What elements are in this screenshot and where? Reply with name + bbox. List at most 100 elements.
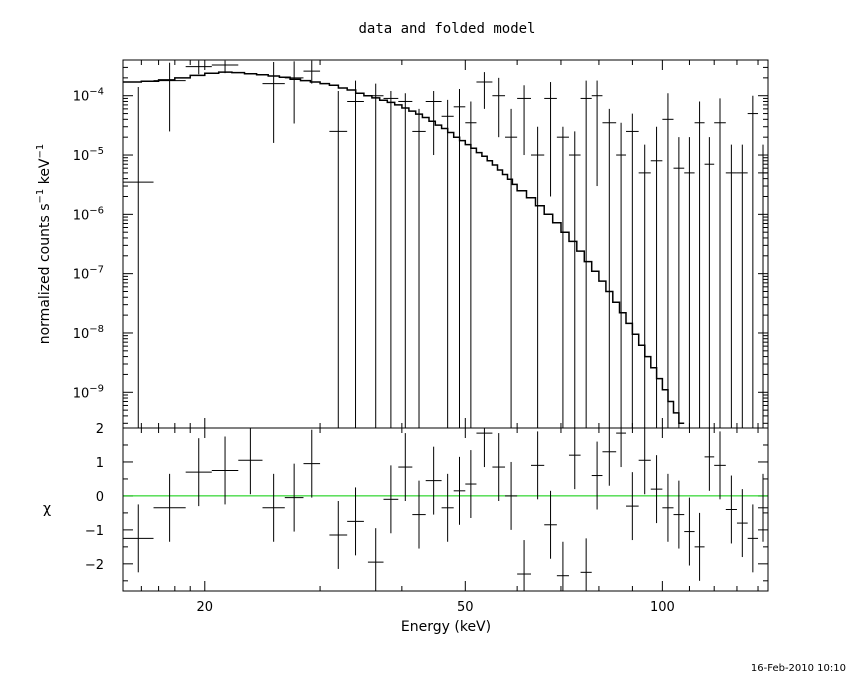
x-tick-labels: 20 50 100 — [197, 600, 675, 615]
y-tick-base: 10 — [73, 268, 90, 283]
residuals-ylabel: χ — [43, 501, 51, 517]
ylabel-exp1: −1 — [35, 189, 46, 204]
y-tick-label: 0 — [96, 490, 104, 505]
y-tick-exponent: −9 — [89, 383, 104, 394]
data-point — [673, 137, 685, 428]
residual-point — [544, 490, 557, 559]
data-point — [412, 108, 426, 428]
data-point — [725, 144, 737, 428]
data-point — [616, 122, 627, 428]
data-point — [347, 80, 364, 428]
data-point — [638, 144, 651, 428]
y-tick-label: 10−5 — [73, 146, 104, 164]
data-point — [185, 60, 212, 75]
y-tick-label: −2 — [85, 558, 104, 573]
residual-point — [153, 473, 186, 542]
residual-point — [367, 528, 384, 591]
data-point — [736, 144, 748, 428]
residual-point — [684, 497, 695, 566]
residual-point — [505, 461, 518, 530]
model-step-line — [123, 71, 685, 425]
data-point — [465, 101, 477, 428]
residual-point — [453, 456, 466, 525]
residuals-data — [123, 428, 768, 591]
residual-point — [694, 512, 705, 581]
data-point — [714, 98, 726, 428]
y-tick-exponent: −6 — [89, 205, 104, 216]
y-tick-exponent: −4 — [89, 87, 104, 98]
y-tick-label: 10−4 — [73, 87, 104, 105]
residual-point — [638, 428, 651, 495]
x-tick-label: 100 — [650, 600, 675, 615]
spectrum-panel: 10−9 10−8 10−7 10−6 10−5 10−4 normalized coun… — [35, 59, 769, 429]
data-point — [650, 126, 663, 428]
residual-point — [185, 438, 212, 507]
model-curve — [123, 71, 685, 425]
spectrum-frame — [122, 59, 769, 429]
data-point — [684, 137, 695, 428]
residual-point — [725, 475, 737, 544]
residual-point — [476, 428, 493, 468]
data-point — [580, 80, 592, 428]
data-point — [492, 77, 506, 138]
residual-point — [602, 428, 617, 486]
y-tick-label: 1 — [96, 456, 104, 471]
data-point — [758, 144, 768, 428]
residual-point — [211, 436, 239, 505]
residual-point — [626, 472, 639, 541]
data-point — [123, 87, 154, 428]
residual-point — [492, 433, 506, 502]
spectrum-ylabel: normalized counts s−1 keV−1 — [35, 144, 53, 345]
residual-point — [747, 504, 759, 573]
data-point — [303, 60, 321, 84]
residual-point — [556, 541, 569, 591]
ylabel-main: normalized counts s — [37, 203, 53, 344]
residual-point — [383, 465, 399, 534]
residual-point — [673, 480, 685, 549]
residual-point — [662, 473, 674, 542]
data-point — [556, 126, 569, 428]
data-point — [662, 93, 674, 428]
data-point — [476, 72, 493, 109]
residual-point — [591, 441, 603, 510]
residual-point — [123, 504, 154, 573]
residual-point — [517, 540, 532, 591]
residual-point — [262, 473, 285, 542]
data-point — [747, 95, 759, 428]
data-point — [531, 126, 545, 428]
data-point — [602, 108, 617, 428]
residual-point — [398, 433, 413, 502]
residual-point — [580, 538, 592, 591]
ylabel-unit: keV — [37, 158, 53, 189]
data-point — [262, 62, 285, 143]
data-point — [211, 60, 239, 74]
residual-point — [714, 431, 726, 500]
data-point — [505, 108, 518, 428]
residual-point — [758, 473, 768, 542]
data-point — [704, 137, 715, 428]
residual-point — [425, 446, 442, 515]
data-point — [367, 83, 384, 428]
y-tick-label: 10−8 — [73, 324, 104, 342]
x-tick-label: 20 — [197, 600, 214, 615]
data-point — [425, 91, 442, 156]
data-point — [383, 91, 399, 428]
data-point — [517, 85, 532, 156]
residual-point — [650, 455, 663, 524]
chart-title: data and folded model — [358, 21, 535, 37]
y-tick-label: 2 — [96, 422, 104, 437]
y-tick-exponent: −5 — [89, 146, 104, 157]
data-point — [544, 82, 557, 197]
x-tick-label: 50 — [457, 600, 474, 615]
spectrum-ticks: 10−9 10−8 10−7 10−6 10−5 10−4 — [73, 59, 768, 428]
data-point — [591, 80, 603, 187]
residual-point — [736, 489, 748, 558]
y-tick-exponent: −7 — [89, 265, 104, 276]
spectrum-data — [123, 60, 768, 428]
y-tick-label: 10−9 — [73, 383, 104, 401]
residual-point — [284, 463, 304, 532]
y-tick-label: 10−6 — [73, 205, 104, 223]
y-tick-label: −1 — [85, 524, 104, 539]
data-point — [626, 113, 639, 428]
